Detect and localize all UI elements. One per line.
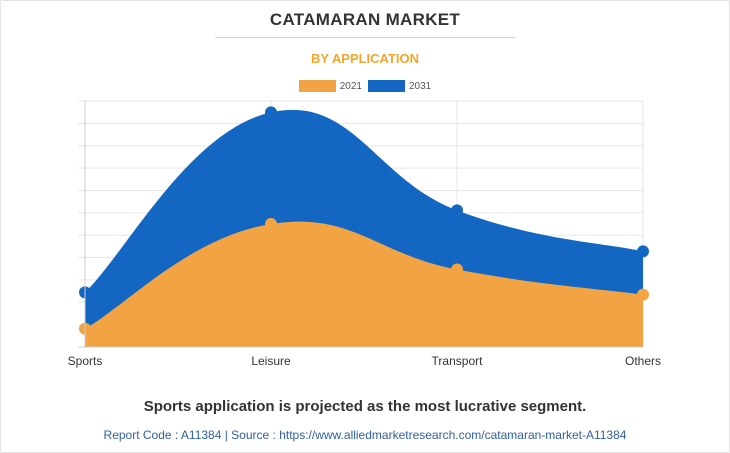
chart-legend: 2021 2031 <box>0 80 730 92</box>
legend-item-2031[interactable]: 2031 <box>368 80 431 92</box>
title-divider <box>215 37 515 38</box>
x-tick-label-others: Others <box>625 354 661 368</box>
legend-swatch-2021 <box>298 80 336 92</box>
data-point-2021-transport <box>451 263 463 276</box>
data-point-2021-leisure <box>265 218 277 230</box>
chart-subtitle: BY APPLICATION <box>310 51 420 66</box>
legend-label-2021: 2021 <box>339 80 362 92</box>
data-point-2021-others <box>637 288 649 301</box>
legend-swatch-2031 <box>368 80 405 92</box>
source-line: Report Code : A11384 | Source : https://… <box>103 428 627 442</box>
x-tick-label-sports: Sports <box>68 354 103 368</box>
legend-item-2021[interactable]: 2021 <box>298 80 362 92</box>
x-tick-label-leisure: Leisure <box>251 354 291 368</box>
data-point-2031-others <box>637 245 649 258</box>
x-tick-label-transport: Transport <box>432 354 484 368</box>
data-point-2031-transport <box>451 204 463 217</box>
legend-label-2031: 2031 <box>409 80 432 92</box>
data-point-2031-leisure <box>265 106 277 119</box>
footer-headline: Sports application is projected as the m… <box>143 398 587 415</box>
chart-title: CATAMARAN MARKET <box>269 10 461 29</box>
area-series-2021 <box>85 221 643 347</box>
